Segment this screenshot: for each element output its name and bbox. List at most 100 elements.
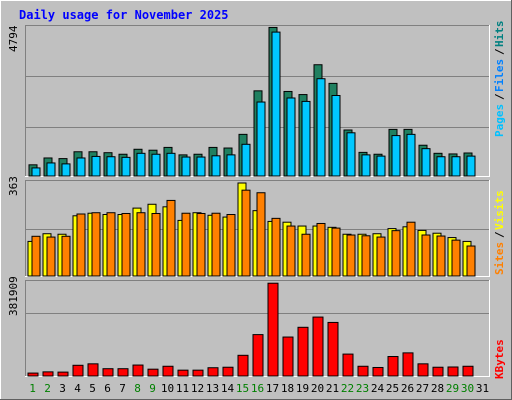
kbytes-bar <box>237 354 249 377</box>
files-bar <box>31 167 41 177</box>
sites-bar <box>421 234 431 277</box>
sites-bar <box>121 212 131 277</box>
files-bar <box>286 97 296 177</box>
x-tick-label: 12 <box>191 382 204 395</box>
files-bar <box>391 135 401 177</box>
files-bar <box>196 156 206 177</box>
files-bar <box>361 154 371 177</box>
kbytes-bar <box>267 282 279 377</box>
x-tick-label: 7 <box>119 382 126 395</box>
kbytes-bar <box>87 363 99 377</box>
files-bar <box>346 132 356 177</box>
files-bar <box>466 155 476 177</box>
sites-bar <box>406 221 416 277</box>
kbytes-bar <box>132 364 144 377</box>
kbytes-bar <box>252 334 264 377</box>
x-tick-label: 2 <box>44 382 51 395</box>
files-bar <box>301 100 311 177</box>
kbytes-bar <box>147 368 159 377</box>
x-tick-label: 30 <box>461 382 474 395</box>
sites-bar <box>226 214 236 277</box>
x-tick-label: 13 <box>206 382 219 395</box>
kbytes-bar <box>177 369 189 377</box>
files-bar <box>61 163 71 177</box>
files-bar <box>211 155 221 177</box>
kbytes-bar <box>282 336 294 377</box>
kbytes-bar <box>342 353 354 377</box>
kbytes-bar <box>162 365 174 377</box>
kbytes-bar <box>222 366 234 377</box>
files-bar <box>121 156 131 177</box>
sites-bar <box>436 235 446 277</box>
files-bar <box>241 143 251 177</box>
x-tick-label: 20 <box>311 382 324 395</box>
kbytes-bar <box>207 367 219 377</box>
files-bar <box>181 156 191 177</box>
x-tick-label: 25 <box>386 382 399 395</box>
sites-bar <box>256 192 266 277</box>
kbytes-bar <box>42 371 54 377</box>
x-tick-label: 3 <box>59 382 66 395</box>
bottom-panel-max-label: 381909 <box>7 276 20 316</box>
sites-bar <box>331 227 341 277</box>
x-tick-label: 26 <box>401 382 414 395</box>
kbytes-bar <box>417 363 429 377</box>
legend-separator: / <box>493 231 506 238</box>
legend-label: Files <box>493 59 506 92</box>
sites-bar <box>241 189 251 277</box>
x-tick-label: 4 <box>74 382 81 395</box>
kbytes-bar <box>462 365 474 377</box>
kbytes-bar <box>57 371 69 377</box>
x-tick-label: 1 <box>29 382 36 395</box>
sites-bar <box>46 236 56 277</box>
files-bar <box>316 78 326 177</box>
kbytes-bar <box>312 316 324 377</box>
sites-bar <box>346 234 356 277</box>
files-bar <box>106 156 116 177</box>
x-tick-label: 24 <box>371 382 385 395</box>
middle-panel-max-label: 363 <box>7 176 20 196</box>
legend-top: Pages/Files/Hits <box>493 21 506 138</box>
x-tick-label: 28 <box>431 382 444 395</box>
kbytes-bar <box>192 369 204 377</box>
x-tick-label: 11 <box>176 382 189 395</box>
sites-bar <box>106 212 116 277</box>
x-tick-label: 29 <box>446 382 459 395</box>
files-bar <box>166 152 176 177</box>
x-tick-label: 18 <box>281 382 294 395</box>
legend-label: Sites <box>493 242 506 275</box>
sites-bar <box>211 212 221 277</box>
x-tick-label: 8 <box>134 382 141 395</box>
legend-separator: / <box>493 93 506 100</box>
kbytes-bar <box>357 365 369 377</box>
x-tick-label: 17 <box>266 382 279 395</box>
legend-bottom: KBytes <box>493 339 506 379</box>
x-tick-label: 10 <box>161 382 174 395</box>
x-tick-label: 5 <box>89 382 96 395</box>
kbytes-bar <box>447 366 459 377</box>
kbytes-bar <box>102 368 114 377</box>
sites-bar <box>301 233 311 277</box>
x-tick-label: 9 <box>149 382 156 395</box>
legend-label: KBytes <box>493 339 506 379</box>
kbytes-bar <box>402 352 414 377</box>
x-tick-label: 21 <box>326 382 339 395</box>
x-tick-label: 23 <box>356 382 369 395</box>
sites-bar <box>271 217 281 277</box>
legend-label: Visits <box>493 190 506 230</box>
files-bar <box>46 162 56 177</box>
sites-bar <box>196 212 206 277</box>
files-bar <box>436 156 446 177</box>
x-tick-label: 15 <box>236 382 249 395</box>
sites-bar <box>466 245 476 277</box>
x-tick-label: 16 <box>251 382 264 395</box>
files-bar <box>331 95 341 177</box>
files-bar <box>91 155 101 177</box>
sites-bar <box>451 239 461 277</box>
x-tick-label: 19 <box>296 382 309 395</box>
kbytes-bar <box>117 368 129 377</box>
sites-bar <box>91 212 101 277</box>
x-tick-label: 22 <box>341 382 354 395</box>
x-tick-label: 6 <box>104 382 111 395</box>
files-bar <box>376 155 386 177</box>
